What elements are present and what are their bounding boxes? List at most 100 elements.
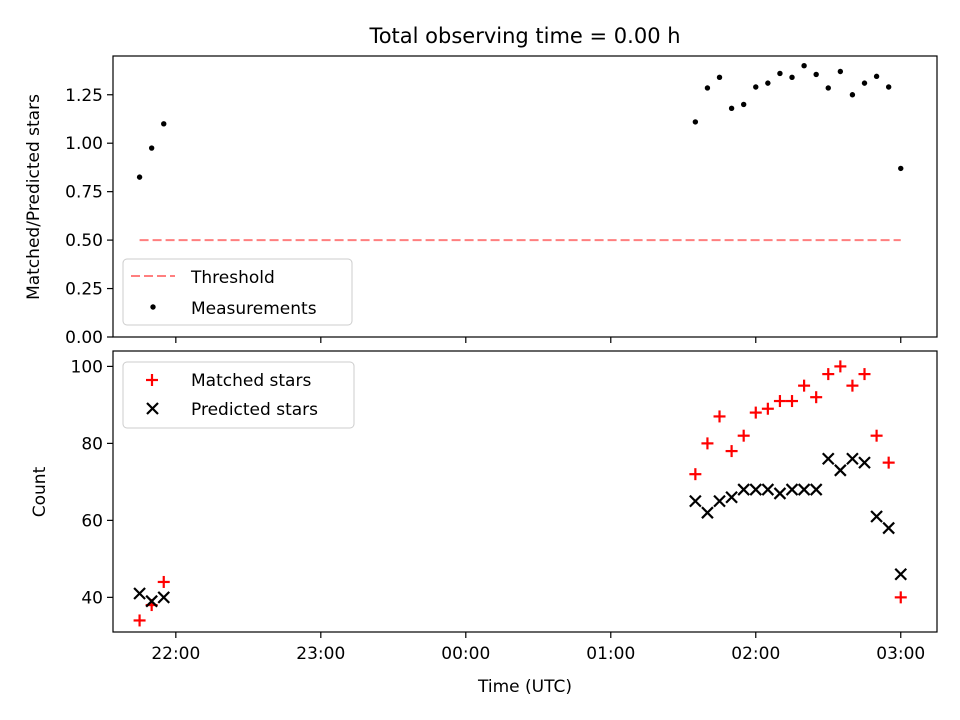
matched-star-point: [749, 406, 762, 419]
measurement-point: [849, 92, 856, 98]
y-tick-label: 0.50: [65, 231, 103, 251]
predicted-star-point: [870, 510, 883, 523]
axes-frame: [112, 350, 938, 633]
predicted-star-point: [133, 587, 146, 600]
x-tick-label: 01:00: [586, 644, 635, 664]
measurement-point: [148, 145, 155, 151]
matched-star-point: [834, 360, 847, 373]
axes-frame: [112, 55, 938, 338]
predicted-star-point: [797, 483, 811, 496]
predicted-star-point: [785, 483, 799, 496]
predicted-star-point: [773, 487, 787, 500]
x-tick-label: 00:00: [441, 644, 490, 664]
count-panel: Count Time (UTC) 40 60 80 100 22:00 23:00 00:…: [30, 350, 938, 697]
measurement-point: [692, 119, 699, 125]
predicted-star-point: [834, 464, 847, 477]
ratio-panel: Total observing time = 0.00 h Matched/Pr…: [24, 24, 938, 348]
measurement-point: [704, 85, 711, 91]
matched-star-point: [713, 410, 726, 423]
legend-matched-swatch: [146, 374, 158, 386]
x-ticks: [175, 337, 902, 343]
matched-star-point: [810, 391, 823, 404]
matched-star-point: [773, 395, 786, 408]
measurement-point: [728, 105, 735, 112]
predicted-star-point: [821, 452, 835, 466]
matched-star-point: [894, 591, 907, 604]
chart-title: Total observing time = 0.00 h: [368, 24, 680, 48]
x-tick-label: 03:00: [876, 644, 925, 664]
measurement-point: [161, 121, 167, 127]
x-tick-label: 02:00: [731, 644, 780, 664]
y-ticks: 0.00 0.25 0.50 0.75 1.00 1.25: [65, 86, 113, 348]
y-tick-label: 1.00: [65, 134, 103, 154]
matched-star-point: [858, 368, 871, 381]
x-tick-label: 23:00: [296, 644, 345, 664]
predicted-star-point: [737, 483, 750, 496]
predicted-star-point: [882, 521, 895, 535]
legend-measurements-swatch: [150, 304, 156, 310]
y-axis-label: Count: [30, 466, 50, 517]
matched-star-point: [157, 575, 170, 588]
measurement-point: [765, 80, 771, 86]
predicted-star-point: [749, 483, 763, 496]
x-ticks: 22:00 23:00 00:00 01:00 02:00 03:00: [151, 632, 925, 664]
measurement-point: [136, 174, 143, 180]
predicted-star-point: [713, 494, 726, 508]
predicted-star-point: [157, 591, 171, 604]
matched-star-point: [701, 437, 714, 450]
legend: Matched stars Predicted stars: [122, 361, 355, 429]
matched-star-point: [846, 379, 859, 392]
legend-label-matched: Matched stars: [191, 371, 311, 391]
predicted-star-point: [145, 594, 158, 608]
matched-star-point: [133, 614, 146, 627]
predicted-star-point: [858, 456, 871, 469]
measurement-point: [716, 74, 723, 81]
y-tick-label: 0.75: [65, 183, 103, 203]
legend-label-threshold: Threshold: [190, 268, 275, 288]
measurement-point: [813, 71, 819, 78]
matched-star-point: [725, 445, 738, 458]
legend-label-measurements: Measurements: [191, 299, 317, 319]
matched-star-point: [798, 379, 811, 392]
matched-star-point: [882, 456, 895, 469]
measurement-point: [801, 62, 807, 69]
predicted-star-point: [846, 452, 859, 466]
measurement-point: [873, 73, 880, 80]
y-tick-label: 40: [81, 588, 103, 608]
y-ticks: 40 60 80 100: [71, 357, 113, 608]
y-tick-label: 100: [71, 357, 103, 377]
measurement-point: [753, 84, 759, 90]
predicted-star-point: [809, 483, 823, 496]
measurement-point: [837, 68, 844, 75]
measurement-point: [825, 85, 831, 91]
y-tick-label: 0.25: [65, 280, 103, 300]
matched-star-point: [761, 402, 774, 415]
legend-label-predicted: Predicted stars: [191, 400, 318, 420]
matched-star-point: [737, 429, 750, 442]
matched-star-point: [689, 468, 702, 481]
measurement-point: [789, 74, 795, 81]
matched-star-point: [870, 429, 883, 442]
y-tick-label: 0.00: [65, 328, 103, 348]
x-axis-label: Time (UTC): [477, 677, 572, 697]
y-axis-label: Matched/Predicted stars: [24, 94, 44, 300]
predicted-star-point: [761, 483, 775, 496]
y-tick-label: 80: [81, 434, 103, 454]
matched-star-point: [822, 368, 835, 381]
legend-predicted-swatch: [146, 402, 159, 415]
y-tick-label: 1.25: [65, 86, 103, 106]
predicted-star-point: [894, 567, 908, 581]
y-tick-label: 60: [81, 511, 103, 531]
measurement-point: [740, 101, 747, 108]
measurement-point: [885, 84, 892, 90]
measurement-point: [898, 165, 904, 172]
plot-area: [133, 360, 908, 627]
predicted-star-point: [701, 506, 714, 519]
legend: Threshold Measurements: [122, 258, 353, 326]
measurement-point: [861, 80, 868, 86]
measurement-point: [777, 70, 783, 77]
matched-star-point: [786, 395, 799, 408]
predicted-star-point: [689, 494, 702, 508]
plot-area: [136, 62, 904, 242]
